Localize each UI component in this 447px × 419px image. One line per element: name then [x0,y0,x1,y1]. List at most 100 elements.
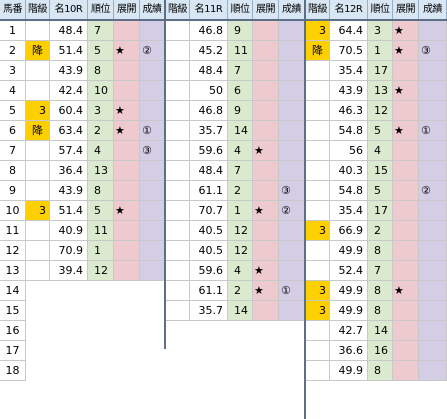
header-seiseki-race3: 成績 [419,0,447,20]
tenkai-cell [393,141,419,161]
seiseki-cell [419,301,447,321]
kaikyu-cell [166,141,190,161]
odds-cell: 43.9 [50,181,88,201]
rank-cell: 9 [228,101,253,121]
rank-cell: 8 [368,301,393,321]
tenkai-cell: ★ [253,261,279,281]
kaikyu-cell [26,261,50,281]
odds-cell: 35.4 [330,61,368,81]
rank-cell: 1 [88,241,114,261]
rank-cell: 17 [368,201,393,221]
rank-cell: 11 [88,221,114,241]
header-race3: 名12R [330,0,368,20]
rank-cell: 12 [88,261,114,281]
seiseki-cell: ② [279,201,305,221]
rank-cell: 5 [88,41,114,61]
tenkai-cell: ★ [114,41,140,61]
tenkai-cell [253,161,279,181]
row-number: 5 [0,101,26,121]
seiseki-cell [279,261,305,281]
rank-cell: 16 [368,341,393,361]
odds-cell: 40.5 [190,241,228,261]
kaikyu-cell: 降 [26,121,50,141]
kaikyu-cell [26,141,50,161]
rank-cell: 1 [368,41,393,61]
kaikyu-cell [166,301,190,321]
odds-cell: 48.4 [190,61,228,81]
rank-cell: 7 [228,161,253,181]
race-divider [304,0,306,419]
odds-cell: 49.9 [330,241,368,261]
odds-cell: 70.7 [190,201,228,221]
seiseki-cell: ① [279,281,305,301]
seiseki-cell [279,41,305,61]
header-seiseki-race2: 成績 [279,0,305,20]
kaikyu-cell [26,181,50,201]
tenkai-cell [253,21,279,41]
tenkai-cell [114,161,140,181]
tenkai-cell [114,241,140,261]
seiseki-cell [140,21,165,41]
seiseki-cell: ③ [279,181,305,201]
rank-cell: 8 [368,361,393,381]
kaikyu-cell [26,221,50,241]
kaikyu-cell [166,41,190,61]
kaikyu-cell [306,261,330,281]
kaikyu-cell [26,241,50,261]
rank-cell: 1 [228,201,253,221]
kaikyu-cell [306,341,330,361]
row-number: 9 [0,181,26,201]
kaikyu-cell [306,81,330,101]
row-number: 8 [0,161,26,181]
seiseki-cell [279,141,305,161]
seiseki-cell [419,201,447,221]
kaikyu-cell [26,81,50,101]
seiseki-cell: ① [140,121,165,141]
rank-cell: 12 [228,241,253,261]
tenkai-cell: ★ [253,141,279,161]
odds-cell: 59.6 [190,141,228,161]
row-number: 14 [0,281,26,301]
seiseki-cell: ② [140,41,165,61]
tenkai-cell: ★ [393,81,419,101]
row-number: 16 [0,321,26,341]
seiseki-cell: ① [419,121,447,141]
seiseki-cell [419,161,447,181]
odds-cell: 51.4 [50,41,88,61]
header-kaikyu-race1: 階級 [26,0,50,20]
kaikyu-cell: 降 [306,41,330,61]
odds-cell: 56 [330,141,368,161]
tenkai-cell: ★ [253,281,279,301]
tenkai-cell [253,61,279,81]
kaikyu-cell [306,61,330,81]
odds-cell: 35.4 [330,201,368,221]
odds-cell: 61.1 [190,181,228,201]
seiseki-cell [140,181,165,201]
seiseki-cell [419,341,447,361]
seiseki-cell [419,61,447,81]
header-tenkai-race3: 展開 [393,0,419,20]
seiseki-cell [419,141,447,161]
rank-cell: 13 [368,81,393,101]
odds-cell: 35.7 [190,301,228,321]
row-number: 10 [0,201,26,221]
header-race2: 名11R [190,0,228,20]
odds-cell: 46.8 [190,101,228,121]
kaikyu-cell [166,201,190,221]
tenkai-cell [393,301,419,321]
row-number: 12 [0,241,26,261]
kaikyu-cell [306,101,330,121]
rank-cell: 4 [228,141,253,161]
tenkai-cell [114,21,140,41]
seiseki-cell: ③ [140,141,165,161]
rank-cell: 10 [88,81,114,101]
row-number: 1 [0,21,26,41]
row-number: 7 [0,141,26,161]
odds-cell: 52.4 [330,261,368,281]
race-divider [164,0,166,349]
odds-cell: 64.4 [330,21,368,41]
row-number: 2 [0,41,26,61]
tenkai-cell [253,101,279,121]
seiseki-cell [279,241,305,261]
tenkai-cell [253,81,279,101]
